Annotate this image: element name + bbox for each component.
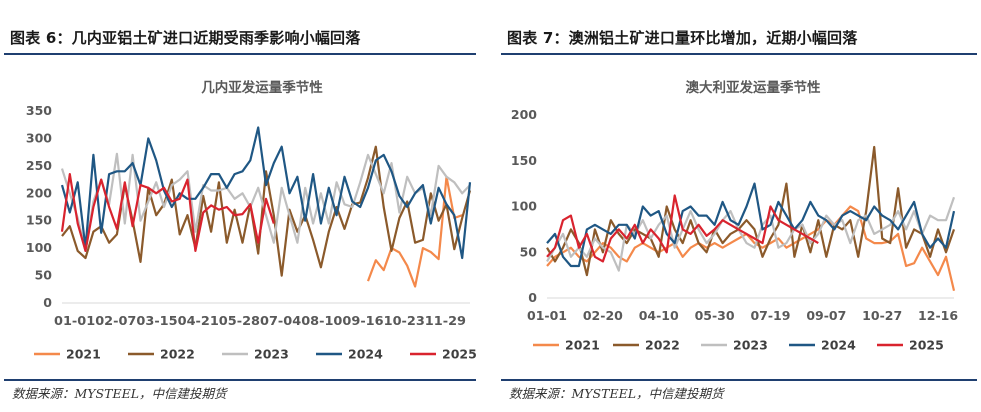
legend-label: 2021 — [66, 347, 101, 362]
x-tick-label: 02-20 — [583, 308, 623, 323]
legend-label: 2021 — [565, 338, 600, 353]
series-line-2022 — [546, 145, 956, 277]
x-tick-label: 12-16 — [918, 308, 958, 323]
y-tick-label: 150 — [26, 213, 52, 228]
legend-label: 2023 — [254, 347, 289, 362]
x-tick-label: 05-30 — [695, 308, 735, 323]
legend-label: 2023 — [733, 338, 768, 353]
legend-item-2022: 2022 — [128, 347, 195, 362]
y-tick-label: 200 — [511, 107, 537, 122]
legend-label: 2022 — [160, 347, 195, 362]
legend-item-2024: 2024 — [316, 347, 383, 362]
y-tick-label: 50 — [35, 268, 53, 283]
figure-title: 图表 6：几内亚铝土矿进口近期受雨季影响小幅回落 — [10, 29, 361, 47]
legend-label: 2025 — [909, 338, 944, 353]
legend-item-2025: 2025 — [877, 338, 944, 353]
y-tick-label: 0 — [528, 290, 537, 305]
legend-item-2023: 2023 — [222, 347, 289, 362]
top-rule — [4, 53, 476, 55]
legend-item-2024: 2024 — [789, 338, 856, 353]
source-note: 数据来源：MYSTEEL，中信建投期货 — [12, 386, 227, 401]
x-tick-label: 04-10 — [639, 308, 679, 323]
legend-item-2023: 2023 — [701, 338, 768, 353]
y-tick-label: 0 — [43, 295, 52, 310]
series-line-2024 — [60, 126, 472, 260]
chart-australia-shipments: 澳大利亚发运量季节性 0 50 100 150 200 01-01 02-20 04-10 05-… — [511, 79, 958, 353]
legend-label: 2024 — [821, 338, 856, 353]
source-note: 数据来源：MYSTEEL，中信建投期货 — [509, 386, 724, 401]
y-tick-label: 300 — [26, 130, 52, 145]
chart-title: 几内亚发运量季节性 — [201, 79, 323, 96]
x-tick-label: 09-07 — [806, 308, 846, 323]
legend-label: 2024 — [348, 347, 383, 362]
legend-item-2022: 2022 — [613, 338, 680, 353]
figure-title: 图表 7：澳洲铝土矿进口量环比增加，近期小幅回落 — [507, 29, 858, 47]
bottom-rule — [4, 379, 476, 381]
legend-item-2021: 2021 — [533, 338, 600, 353]
top-rule — [501, 53, 977, 55]
series-line-2025 — [60, 172, 275, 252]
y-tick-label: 50 — [520, 244, 538, 259]
legend-label: 2022 — [645, 338, 680, 353]
legend-item-2025: 2025 — [410, 347, 477, 362]
series-line-2025 — [546, 194, 819, 263]
x-tick-label: 10-27 — [862, 308, 902, 323]
y-tick-label: 250 — [26, 158, 52, 173]
figure-panel-right: 图表 7：澳洲铝土矿进口量环比增加，近期小幅回落 澳大利亚发运量季节性 0 50 10… — [497, 0, 981, 412]
x-tick-label: 07-19 — [750, 308, 790, 323]
legend-item-2021: 2021 — [34, 347, 101, 362]
y-tick-label: 150 — [511, 153, 537, 168]
y-tick-label: 100 — [511, 199, 537, 214]
series-line-2024 — [546, 182, 956, 268]
figure-panel-left: 图表 6：几内亚铝土矿进口近期受雨季影响小幅回落 几内亚发运量季节性 0 50 100… — [0, 0, 484, 412]
bottom-rule — [501, 379, 977, 381]
series-line-2021 — [546, 205, 956, 291]
x-tick-labels: 01-0102-0703-1504-2105-2807-0408-1009-16… — [54, 313, 466, 328]
x-tick-label: 01-01 — [527, 308, 567, 323]
series-line-2023 — [546, 196, 956, 272]
y-tick-label: 350 — [26, 103, 52, 118]
y-tick-label: 200 — [26, 185, 52, 200]
chart-guinea-shipments: 几内亚发运量季节性 0 50 100 150 200 250 300 350 01-0102-07… — [26, 79, 477, 362]
y-tick-label: 100 — [26, 240, 52, 255]
legend-label: 2025 — [442, 347, 477, 362]
chart-title: 澳大利亚发运量季节性 — [686, 79, 821, 96]
